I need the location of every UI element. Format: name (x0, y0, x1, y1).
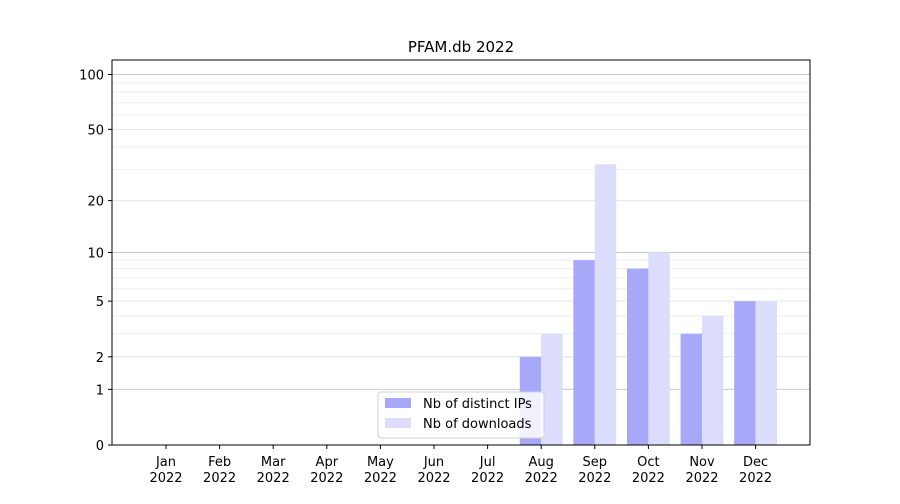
legend-swatch (385, 418, 411, 428)
y-axis: 0 1 2 5 10 20 50 100 (79, 69, 112, 454)
x-tick-label: Aug 2022 (525, 455, 558, 486)
x-tick-label: Nov 2022 (685, 455, 718, 486)
plot-frame (111, 59, 811, 446)
legend: Nb of distinct IPs Nb of downloads (377, 391, 545, 439)
bar-distinct-ips (680, 333, 702, 445)
x-tick-label: Jan 2022 (149, 455, 182, 486)
legend-label: Nb of distinct IPs (423, 397, 532, 412)
x-tick-label: Dec 2022 (739, 455, 772, 486)
x-tick-label: Jul 2022 (471, 455, 504, 486)
y-tick-label: 100 (79, 69, 104, 84)
x-tick-label: May 2022 (364, 455, 397, 486)
bar-downloads (541, 333, 563, 445)
bar-downloads (648, 252, 670, 445)
x-tick-label: Apr 2022 (310, 455, 343, 486)
x-tick-label: Oct 2022 (632, 455, 665, 486)
x-tick-label: Feb 2022 (203, 455, 236, 486)
y-tick-label: 0 (96, 439, 104, 454)
bar-distinct-ips (627, 268, 649, 445)
chart-title: PFAM.db 2022 (408, 38, 514, 56)
legend-swatch (385, 398, 411, 408)
x-tick-label: Mar 2022 (257, 455, 290, 486)
y-tick-label: 10 (87, 247, 104, 262)
bar-distinct-ips (573, 260, 595, 445)
x-tick-label: Jun 2022 (417, 455, 450, 486)
y-tick-label: 2 (96, 351, 104, 366)
bar-downloads (594, 164, 617, 445)
bars (519, 164, 777, 445)
legend-box (377, 391, 545, 439)
y-tick-label: 50 (87, 123, 104, 138)
bar-distinct-ips (734, 301, 756, 445)
y-tick-label: 5 (96, 295, 104, 310)
x-axis: Jan 2022 Feb 2022 Mar 2022 Apr 2022 May 2022 Jun 20… (149, 445, 772, 486)
bar-downloads (755, 301, 777, 445)
bar-downloads (702, 315, 724, 445)
y-tick-label: 20 (87, 195, 104, 210)
x-tick-label: Sep 2022 (578, 455, 611, 486)
y-tick-label: 1 (96, 383, 104, 398)
legend-label: Nb of downloads (423, 417, 532, 432)
